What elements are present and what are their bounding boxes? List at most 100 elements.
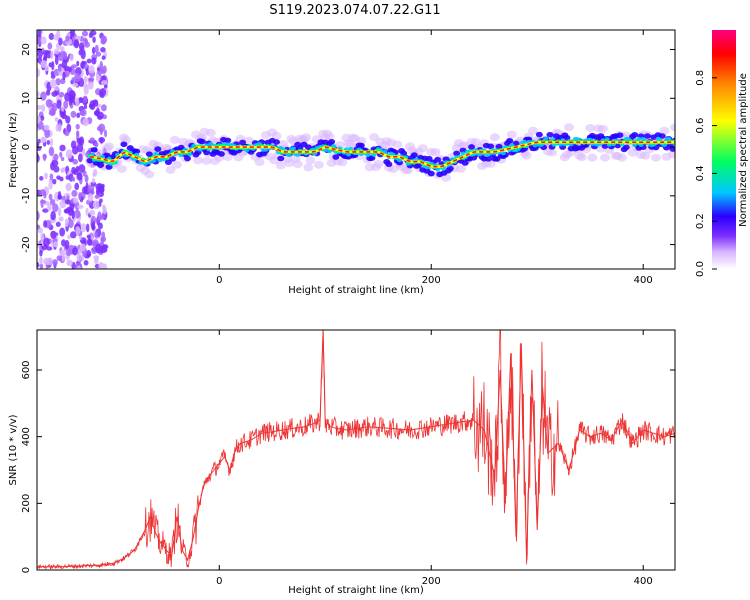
spectral-blob	[277, 155, 285, 162]
spectral-blob	[154, 146, 162, 152]
noise-speck	[71, 176, 76, 182]
snr-axes: 0 200 400 0 200 400 600	[21, 330, 675, 587]
spectral-blob	[332, 154, 340, 160]
spectral-blob	[587, 153, 598, 162]
noise-speck	[101, 244, 108, 253]
spectral-blob	[116, 164, 127, 173]
noise-speck	[43, 237, 50, 248]
noise-speck	[94, 141, 99, 148]
noise-speck	[59, 151, 63, 158]
colorbar: 0.0 0.2 0.4 0.6 0.8 Normalized spectral ampl…	[695, 30, 749, 277]
noise-speck	[53, 153, 59, 161]
noise-speck	[59, 249, 66, 257]
spectral-blob	[427, 170, 435, 177]
noise-speck	[92, 172, 97, 177]
noise-speck	[43, 220, 48, 228]
noise-speck	[103, 84, 108, 89]
noise-speck	[59, 199, 67, 209]
noise-speck	[39, 249, 43, 257]
noise-speck	[48, 109, 56, 116]
y-tick-label: 0	[21, 144, 32, 150]
spectral-blob	[271, 131, 282, 140]
spectral-blob	[430, 148, 441, 157]
noise-speck	[44, 172, 48, 180]
noise-speck	[91, 221, 96, 230]
spectral-blob	[328, 138, 336, 145]
noise-speck	[99, 198, 103, 203]
spectral-blob	[183, 155, 191, 162]
spectral-blob	[434, 156, 442, 163]
spectrogram-x-label: Height of straight line (km)	[288, 285, 424, 296]
spectral-blob	[484, 156, 492, 162]
noise-speck	[50, 71, 55, 77]
noise-speck	[50, 210, 56, 221]
noise-speck	[54, 117, 59, 122]
noise-speck	[39, 256, 43, 264]
spectral-blob	[97, 162, 105, 168]
spectral-blob	[643, 133, 651, 139]
noise-speck	[64, 208, 69, 214]
noise-speck	[37, 30, 42, 38]
noise-speck	[65, 149, 73, 159]
noise-speck	[49, 138, 54, 147]
noise-speck	[59, 144, 66, 152]
noise-speck	[63, 100, 69, 110]
noise-speck	[68, 218, 74, 229]
noise-speck	[37, 142, 40, 147]
spectral-blob	[305, 156, 316, 165]
noise-speck	[77, 204, 84, 209]
noise-speck	[75, 226, 81, 236]
noise-speck	[37, 91, 40, 97]
spectral-blob	[417, 144, 428, 153]
noise-speck	[97, 184, 103, 193]
spectral-blob	[512, 140, 520, 147]
noise-speck	[60, 167, 65, 174]
noise-speck	[66, 123, 72, 133]
noise-speck	[39, 199, 47, 204]
noise-speck	[98, 261, 105, 269]
noise-speck	[100, 39, 106, 45]
noise-speck	[53, 48, 60, 55]
noise-speck	[47, 203, 52, 212]
noise-speck	[86, 238, 93, 246]
noise-speck	[61, 254, 66, 262]
noise-speck	[58, 37, 63, 46]
spectral-blob	[169, 156, 177, 162]
noise-speck	[41, 104, 46, 112]
spectrogram-y-label: Frequency (Hz)	[8, 112, 19, 188]
noise-speck	[57, 191, 62, 199]
spectral-blob	[487, 143, 495, 150]
noise-speck	[71, 77, 75, 82]
noise-speck	[44, 128, 50, 139]
noise-speck	[100, 47, 106, 53]
y-tick-label: 400	[21, 427, 32, 446]
noise-speck	[43, 153, 47, 162]
spectral-blob	[670, 123, 675, 132]
snr-frame	[36, 329, 676, 571]
spectral-blob	[357, 142, 365, 149]
spectral-blob	[193, 156, 204, 165]
spectral-blob	[415, 162, 423, 169]
spectral-blob	[337, 158, 348, 167]
noise-speck	[43, 124, 50, 131]
noise-speck	[76, 60, 80, 67]
spectral-blob	[144, 170, 155, 179]
noise-speck	[86, 58, 92, 64]
spectral-blob	[546, 131, 554, 138]
noise-speck	[37, 262, 40, 268]
noise-speck	[80, 61, 86, 69]
noise-speck	[94, 231, 98, 239]
noise-speck	[64, 218, 69, 228]
noise-speck	[61, 106, 65, 112]
spectral-blob	[597, 124, 608, 133]
snr-panel: 0 200 400 0 200 400 600 Height of straight lin…	[8, 329, 676, 596]
spectral-blob	[631, 132, 639, 138]
noise-speck	[65, 115, 71, 124]
y-tick-label: 10	[21, 92, 32, 105]
spectral-blob	[600, 153, 611, 162]
noise-speck	[92, 36, 96, 43]
spectral-blob	[659, 126, 670, 135]
y-tick-label: 20	[21, 43, 32, 56]
noise-speck	[56, 99, 62, 110]
noise-speck	[91, 46, 96, 55]
